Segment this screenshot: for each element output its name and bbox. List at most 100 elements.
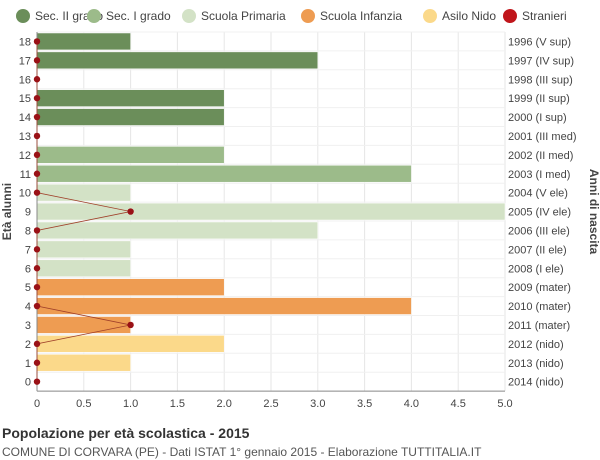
x-tick-label: 3.5: [357, 398, 372, 410]
stranieri-point-age-9: [127, 208, 134, 215]
y-tick-age-12: 12: [19, 150, 31, 162]
y-tick-birth-13: 2001 (III med): [508, 131, 576, 143]
x-tick-label: 2.0: [217, 398, 232, 410]
y-tick-birth-2: 2012 (nido): [508, 339, 564, 351]
x-tick-label: 3.0: [310, 398, 325, 410]
legend-swatch-1: [87, 9, 101, 23]
stranieri-point-age-0: [33, 378, 41, 385]
bar-age-3: [36, 316, 131, 334]
y-tick-age-4: 4: [25, 301, 31, 313]
legend-label-5: Stranieri: [522, 9, 567, 23]
bar-age-8: [36, 221, 319, 240]
stranieri-point-age-4: [33, 302, 41, 310]
x-tick-label: 4.0: [404, 398, 419, 410]
y-tick-age-16: 16: [19, 74, 31, 86]
bar-age-6: [36, 259, 131, 277]
y-tick-age-5: 5: [25, 282, 31, 294]
legend-swatch-4: [423, 9, 437, 23]
stranieri-point-age-7: [33, 246, 41, 253]
stranieri-point-age-12: [33, 151, 41, 159]
y-tick-age-3: 3: [25, 320, 31, 332]
y-tick-age-9: 9: [25, 207, 31, 219]
y-tick-age-0: 0: [25, 377, 31, 389]
chart-caption-title: Popolazione per età scolastica - 2015: [2, 425, 250, 441]
legend-label-3: Scuola Infanzia: [320, 9, 402, 23]
stranieri-point-age-2: [33, 340, 41, 348]
age-bar-chart: Sec. II grado Sec. I grado Scuola Primaria…: [0, 9, 600, 410]
stranieri-point-age-3: [127, 321, 134, 329]
y-tick-age-6: 6: [25, 263, 31, 275]
x-tick-label: 0: [34, 398, 40, 410]
stranieri-point-age-18: [33, 38, 41, 45]
x-tick-label: 1.5: [170, 398, 185, 410]
stranieri-point-age-1: [33, 359, 41, 366]
y-tick-birth-0: 2014 (nido): [508, 377, 564, 389]
y-tick-birth-15: 1999 (II sup): [508, 93, 570, 105]
legend-swatch-0: [16, 9, 30, 23]
stranieri-point-age-13: [33, 132, 41, 140]
stranieri-point-age-16: [33, 76, 41, 83]
bar-age-14: [36, 108, 225, 126]
y-tick-birth-4: 2010 (mater): [508, 301, 571, 313]
x-tick-label: 1.0: [123, 398, 138, 410]
bar-age-9: [36, 202, 506, 221]
chart-caption-subtitle: COMUNE DI CORVARA (PE) - Dati ISTAT 1° g…: [2, 445, 482, 459]
x-tick-label: 4.5: [451, 398, 466, 410]
y-tick-age-15: 15: [19, 93, 31, 105]
y-tick-birth-3: 2011 (mater): [508, 320, 570, 332]
y-tick-age-2: 2: [25, 339, 31, 351]
stranieri-point-age-6: [33, 265, 41, 272]
y-tick-birth-6: 2008 (I ele): [508, 263, 564, 275]
bar-age-18: [36, 32, 131, 51]
legend-swatch-2: [182, 9, 196, 23]
bar-age-7: [36, 240, 131, 259]
y-tick-birth-10: 2004 (V ele): [508, 188, 568, 200]
y-tick-age-13: 13: [19, 131, 31, 143]
y-tick-birth-14: 2000 (I sup): [508, 112, 567, 124]
y-tick-age-8: 8: [25, 225, 31, 237]
x-tick-label: 0.5: [76, 398, 91, 410]
stranieri-point-age-15: [33, 94, 41, 102]
bar-age-11: [36, 165, 412, 183]
y-tick-birth-16: 1998 (III sup): [508, 74, 573, 86]
y-tick-birth-11: 2003 (I med): [508, 169, 570, 181]
y-tick-age-18: 18: [19, 36, 31, 48]
y-tick-birth-5: 2009 (mater): [508, 282, 571, 294]
y-tick-age-1: 1: [25, 358, 31, 370]
x-tick-label: 5.0: [497, 398, 512, 410]
stranieri-point-age-5: [33, 283, 41, 291]
y-tick-age-10: 10: [19, 188, 31, 200]
legend-swatch-3: [301, 9, 315, 23]
y-axis-title-left: Età alunni: [0, 183, 14, 240]
legend-swatch-5: [503, 9, 517, 23]
y-tick-birth-8: 2006 (III ele): [508, 225, 570, 237]
y-tick-birth-12: 2002 (II med): [508, 150, 573, 162]
y-tick-birth-17: 1997 (IV sup): [508, 55, 574, 67]
y-tick-birth-9: 2005 (IV ele): [508, 207, 571, 219]
legend-label-4: Asilo Nido: [442, 9, 496, 23]
y-tick-age-11: 11: [20, 169, 31, 181]
bar-age-10: [36, 183, 131, 202]
legend-label-0: Sec. II grado: [35, 9, 103, 23]
stranieri-point-age-10: [33, 189, 41, 196]
bar-age-4: [36, 297, 412, 315]
y-tick-age-17: 17: [19, 55, 31, 67]
x-tick-label: 2.5: [263, 398, 278, 410]
bar-age-17: [36, 51, 319, 70]
bar-age-15: [36, 89, 225, 107]
y-tick-age-7: 7: [25, 244, 31, 256]
bar-age-1: [36, 354, 131, 372]
y-tick-birth-18: 1996 (V sup): [508, 36, 571, 48]
stranieri-point-age-8: [33, 227, 41, 234]
y-tick-age-14: 14: [19, 112, 31, 124]
legend-label-2: Scuola Primaria: [201, 9, 286, 23]
y-axis-title-right: Anni di nascita: [587, 169, 600, 255]
y-tick-birth-1: 2013 (nido): [508, 358, 564, 370]
legend-label-1: Sec. I grado: [106, 9, 171, 23]
bar-age-5: [36, 278, 225, 296]
stranieri-point-age-11: [33, 170, 41, 177]
stranieri-point-age-14: [33, 113, 41, 121]
y-tick-birth-7: 2007 (II ele): [508, 244, 567, 256]
bar-age-12: [36, 146, 225, 164]
stranieri-point-age-17: [33, 57, 41, 64]
